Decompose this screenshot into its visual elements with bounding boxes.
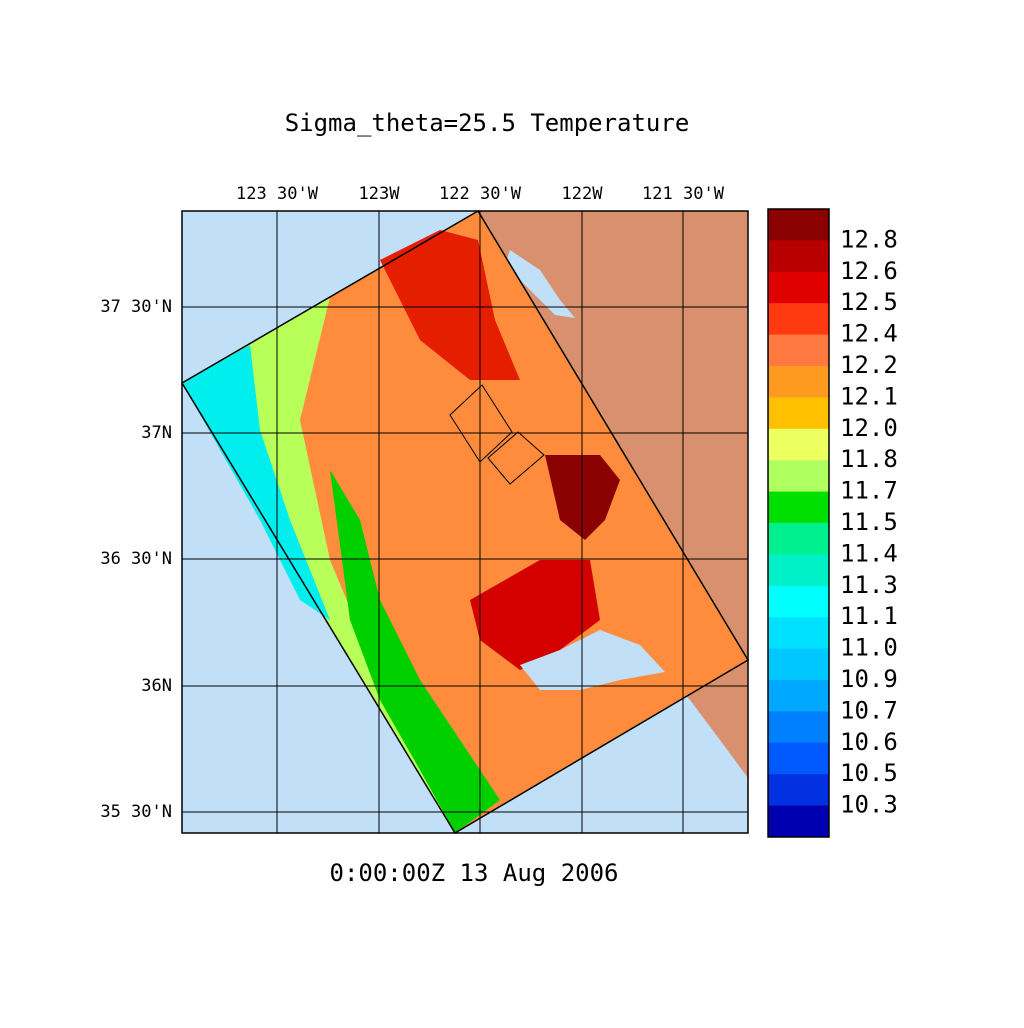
colorbar-swatch	[768, 711, 829, 744]
colorbar-label: 12.5	[840, 288, 898, 316]
colorbar-swatch	[768, 805, 829, 838]
field-cold	[182, 345, 330, 620]
lon-label: 121 30'W	[642, 184, 725, 204]
bay	[505, 250, 575, 318]
colorbar-swatch	[768, 303, 829, 336]
colorbar-label: 10.7	[840, 696, 898, 724]
colorbar-label: 10.3	[840, 791, 898, 819]
subdomain-outline	[449, 384, 545, 485]
colorbar-swatch	[768, 523, 829, 555]
lon-label: 122W	[562, 184, 604, 204]
title: Sigma_theta=25.5 Temperature	[285, 109, 690, 137]
colorbar-swatch	[768, 491, 829, 524]
colorbar-swatch	[768, 366, 829, 398]
colorbar-label: 12.4	[840, 320, 898, 348]
colorbar-swatch	[768, 680, 829, 712]
lat-label: 37N	[141, 423, 172, 443]
lat-label: 37 30'N	[100, 297, 172, 317]
colorbar-swatch	[768, 240, 829, 273]
colorbar-swatch	[768, 334, 829, 367]
colorbar-swatch	[768, 209, 829, 241]
graticule	[182, 211, 748, 833]
lon-label: 123 30'W	[236, 184, 319, 204]
lat-label: 36 30'N	[100, 549, 172, 569]
colorbar-swatch	[768, 460, 829, 493]
lon-label: 122 30'W	[439, 184, 522, 204]
colorbar-swatch	[768, 585, 829, 618]
lat-label: 36N	[141, 676, 172, 696]
colorbar-label: 12.2	[840, 351, 898, 379]
colorbar-label: 11.3	[840, 571, 898, 599]
colorbar-swatch	[768, 271, 829, 304]
timestamp: 0:00:00Z 13 Aug 2006	[330, 859, 619, 887]
map	[180, 209, 750, 835]
colorbar-label: 12.8	[840, 225, 898, 253]
field-warm2	[470, 560, 600, 670]
field-warm	[380, 230, 520, 380]
map-frame	[181, 210, 749, 834]
colorbar-swatch	[768, 742, 829, 775]
colorbar-label: 11.5	[840, 508, 898, 536]
colorbar-label: 10.6	[840, 728, 898, 756]
lon-label: 123W	[359, 184, 401, 204]
colorbar-label: 10.5	[840, 759, 898, 787]
colorbar-label: 12.0	[840, 414, 898, 442]
colorbar-label: 12.6	[840, 257, 898, 285]
colorbar-label: 10.9	[840, 665, 898, 693]
lat-label: 35 30'N	[100, 802, 172, 822]
colorbar-label: 11.0	[840, 634, 898, 662]
colorbar-swatch	[768, 554, 829, 587]
colorbar-frame	[767, 208, 830, 838]
colorbar-swatch	[768, 617, 829, 650]
field-green	[330, 470, 500, 833]
colorbar-swatch	[768, 397, 829, 430]
colorbar-label: 12.1	[840, 382, 898, 410]
colorbar-label: 11.8	[840, 445, 898, 473]
colorbar-label: 11.1	[840, 602, 898, 630]
colorbar-swatch	[768, 774, 829, 807]
colorbar-label: 11.4	[840, 539, 898, 567]
colorbar-swatch	[768, 648, 829, 681]
colorbar-swatch	[768, 428, 829, 461]
colorbar: 12.8 12.6 12.5 12.4 12.2 12.1 12.0 11.8 11.7 11.5…	[767, 208, 898, 838]
colorbar-label: 11.7	[840, 477, 898, 505]
monterey-bay	[520, 630, 665, 690]
